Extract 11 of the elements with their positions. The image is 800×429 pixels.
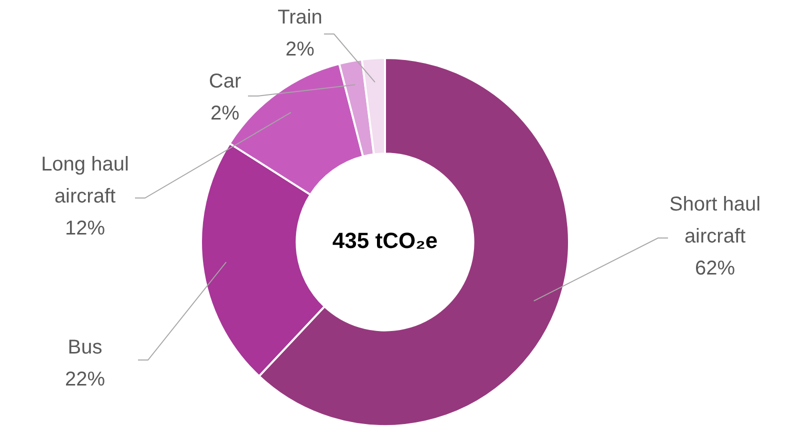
- slice-label: Bus: [68, 336, 102, 359]
- data-label: 2%: [210, 102, 240, 125]
- data-label: 22%: [64, 368, 106, 391]
- text: 435 tCO₂e: [332, 228, 438, 254]
- data-label: 12%: [64, 218, 106, 240]
- data-label: 2%: [286, 38, 315, 61]
- slice-label: Short haul aircraft: [669, 194, 761, 248]
- slice-label: Long haul aircraft: [41, 154, 129, 208]
- data-label: 62%: [694, 258, 736, 280]
- slice-label: Car: [208, 70, 242, 93]
- slice-label: Train: [278, 6, 322, 29]
